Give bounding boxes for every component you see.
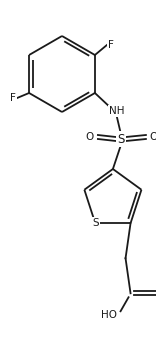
Text: S: S — [117, 133, 125, 145]
Text: F: F — [10, 93, 16, 103]
Text: O: O — [150, 132, 156, 142]
Text: F: F — [108, 40, 114, 50]
Text: S: S — [92, 218, 99, 228]
Text: O: O — [86, 132, 94, 142]
Text: HO: HO — [101, 310, 117, 320]
Text: NH: NH — [109, 106, 125, 116]
